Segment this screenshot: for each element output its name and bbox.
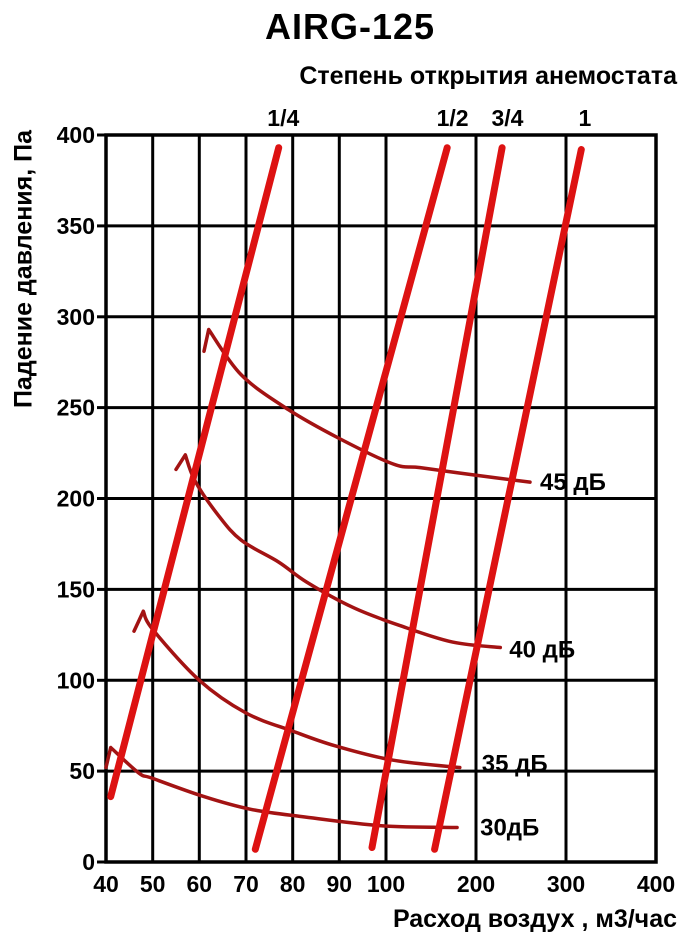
y-tick-label-250: 250 [57,395,95,421]
y-tick-label-350: 350 [57,213,95,239]
y-tick-label-50: 50 [69,758,95,784]
opening-line-1/2 [251,144,451,853]
opening-line-1/4 [107,144,283,801]
x-tick-label-80: 80 [280,871,306,897]
top-axis-title: Степень открытия анемостата [299,62,677,90]
x-tick-label-100: 100 [367,871,405,897]
x-tick-label-200: 200 [457,871,495,897]
y-tick-label-0: 0 [82,849,95,875]
top-tick-label-3/4: 3/4 [492,105,524,131]
y-tick-label-400: 400 [57,122,95,148]
y-tick-label-300: 300 [57,304,95,330]
x-tick-label-300: 300 [547,871,585,897]
top-tick-label-1/4: 1/4 [267,105,299,131]
top-tick-label-1/2: 1/2 [437,105,469,131]
noise-curve-45 дБ [202,327,532,484]
plot-border [104,133,658,864]
curve-label-45 дБ: 45 дБ [540,469,606,496]
x-tick-label-60: 60 [187,871,213,897]
x-tick-label-50: 50 [140,871,166,897]
x-tick-label-70: 70 [233,871,259,897]
x-tick-label-400: 400 [637,871,675,897]
opening-line-3/4 [368,144,506,851]
x-axis-title: Расход воздух , м3/час [392,905,677,933]
noise-curve-30дБ [104,745,459,830]
curve-label-35 дБ: 35 дБ [482,751,548,778]
y-tick-label-100: 100 [57,667,95,693]
curve-label-40 дБ: 40 дБ [509,637,575,664]
x-tick-label-40: 40 [93,871,119,897]
y-tick-label-150: 150 [57,576,95,602]
top-tick-label-1: 1 [579,105,592,131]
chart-title: AIRG-125 [264,6,436,47]
opening-line-1 [431,146,585,853]
y-tick-label-200: 200 [57,486,95,512]
curve-label-30дБ: 30дБ [480,815,539,842]
noise-curve-40 дБ [174,453,503,650]
x-tick-label-90: 90 [327,871,353,897]
